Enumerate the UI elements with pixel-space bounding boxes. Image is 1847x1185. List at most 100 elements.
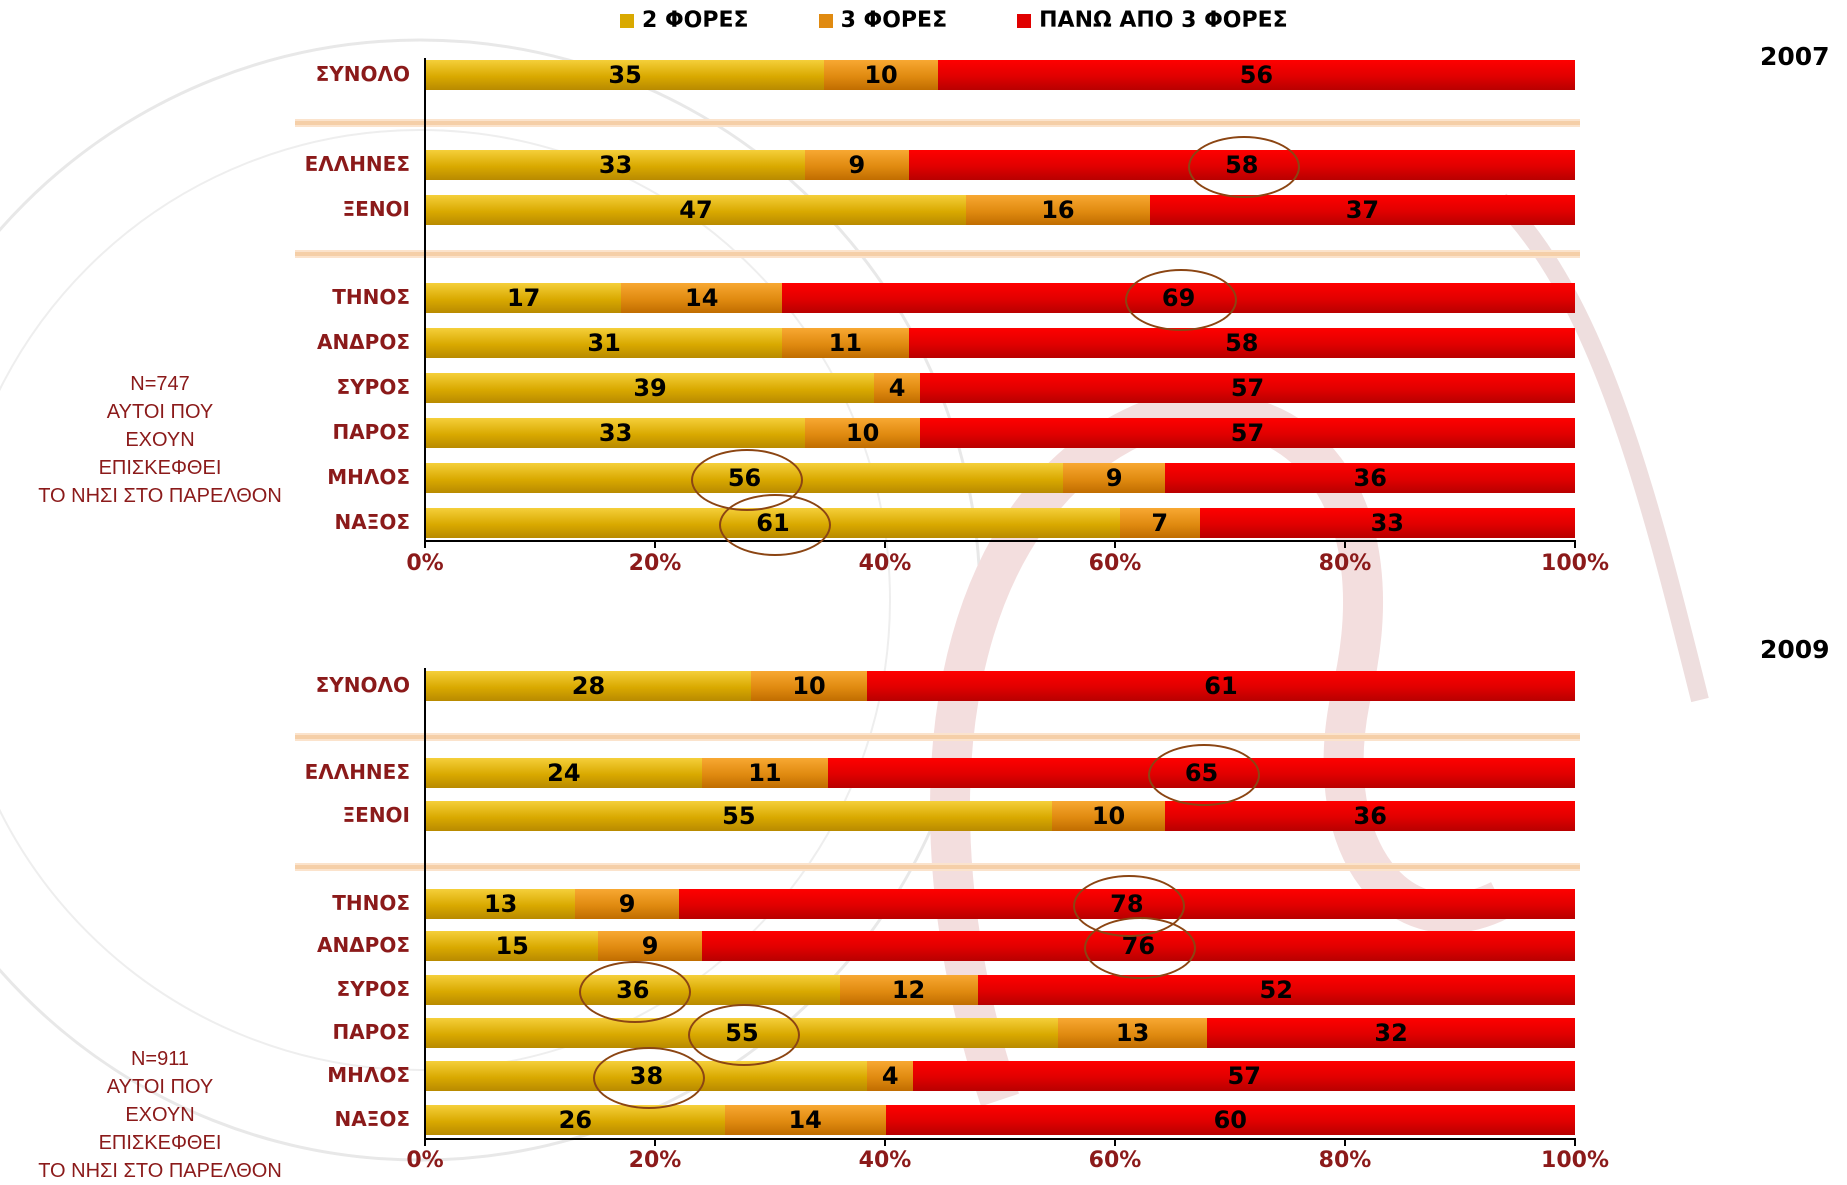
bar-segment: 15 — [426, 931, 599, 961]
bar-value-label: 57 — [1227, 1062, 1261, 1090]
bar-value-label: 9 — [641, 932, 659, 960]
y-axis-line — [424, 668, 426, 1138]
bar-segment: 13 — [1057, 1018, 1208, 1048]
x-tick — [1574, 1138, 1576, 1146]
x-tick — [1344, 540, 1346, 548]
x-tick-label: 0% — [406, 551, 444, 576]
bar-value-label: 65 — [1184, 759, 1219, 787]
legend-item-2-times: 2 ΦΟΡΕΣ — [620, 8, 749, 33]
bar-segment: 9 — [805, 150, 909, 180]
bar-segment: 28 — [426, 671, 751, 701]
bar-segment: 57 — [920, 418, 1575, 448]
x-tick — [884, 1138, 886, 1146]
x-tick — [884, 540, 886, 548]
bar-value-label: 13 — [483, 890, 518, 918]
bar-segment: 4 — [867, 1061, 914, 1091]
category-label: ΝΑΞΟΣ — [334, 1107, 410, 1131]
bar-segment: 10 — [750, 671, 868, 701]
category-label: ΕΛΛΗΝΕΣ — [304, 760, 410, 784]
stacked-bar: 24 11 65 — [426, 758, 1575, 788]
bar-segment: 10 — [1051, 801, 1166, 831]
stacked-bar: 56 9 36 — [426, 463, 1575, 493]
bar-segment: 12 — [839, 975, 978, 1005]
sample-note-line: ΤΟ ΝΗΣΙ ΣΤΟ ΠΑΡΕΛΘΟΝ — [38, 1160, 282, 1182]
bar-segment: 60 — [885, 1105, 1575, 1135]
stacked-bar: 35 10 56 — [426, 60, 1575, 90]
category-label: ΣΥΡΟΣ — [336, 375, 410, 399]
legend-item-3-times: 3 ΦΟΡΕΣ — [818, 8, 947, 33]
bar-value-label: 55 — [722, 802, 756, 830]
category-label: ΝΑΞΟΣ — [334, 510, 410, 534]
bar-value-label: 39 — [633, 374, 667, 402]
x-tick — [424, 1138, 426, 1146]
sample-note-line: ΤΟ ΝΗΣΙ ΣΤΟ ΠΑΡΕΛΘΟΝ — [38, 485, 282, 507]
bar-segment: 16 — [966, 195, 1150, 225]
sample-note: N=911 ΑΥΤΟΙ ΠΟΥ ΕΧΟΥΝ ΕΠΙΣΚΕΦΘΕΙ ΤΟ ΝΗΣΙ ΣΤΟ… — [10, 1045, 310, 1185]
bar-segment: 36 — [1165, 801, 1575, 831]
stacked-bar: 61 7 33 — [426, 508, 1575, 538]
bar-value-label: 36 — [1353, 464, 1387, 492]
bar-segment: 37 — [1149, 195, 1575, 225]
stacked-bar: 17 14 69 — [426, 283, 1575, 313]
bar-segment: 33 — [426, 418, 806, 448]
bar-value-label: 10 — [1091, 802, 1126, 830]
bar-value-label: 9 — [618, 890, 636, 918]
category-label: ΜΗΛΟΣ — [327, 465, 410, 489]
bar-value-label: 37 — [1345, 196, 1380, 224]
bar-value-label: 14 — [788, 1106, 822, 1134]
bar-value-label: 69 — [1161, 284, 1196, 312]
bar-value-label: 60 — [1213, 1106, 1247, 1134]
x-tick-label: 80% — [1318, 1148, 1372, 1173]
category-label: ΕΛΛΗΝΕΣ — [304, 152, 410, 176]
bar-value-label: 33 — [598, 419, 633, 447]
category-label: ΣΥΝΟΛΟ — [315, 673, 410, 697]
bar-segment: 55 — [426, 1018, 1058, 1048]
x-tick-label: 80% — [1318, 551, 1372, 576]
group-separator — [295, 733, 1580, 741]
bar-value-label: 58 — [1225, 151, 1259, 179]
category-label: ΣΥΡΟΣ — [336, 977, 410, 1001]
bar-value-label: 10 — [864, 61, 898, 89]
legend-label-2-times: 2 ΦΟΡΕΣ — [642, 8, 749, 33]
bar-value-label: 13 — [1115, 1019, 1150, 1047]
bar-value-label: 32 — [1374, 1019, 1408, 1047]
bar-segment: 9 — [598, 931, 702, 961]
bar-value-label: 10 — [845, 419, 880, 447]
category-label: ΣΥΝΟΛΟ — [315, 62, 410, 86]
bar-value-label: 57 — [1230, 374, 1265, 402]
bar-value-label: 78 — [1110, 890, 1144, 918]
bar-value-label: 4 — [888, 374, 906, 402]
bar-value-label: 36 — [616, 976, 650, 1004]
stacked-bar: 55 13 32 — [426, 1018, 1575, 1048]
category-label: ΤΗΝΟΣ — [332, 285, 410, 309]
bar-value-label: 56 — [727, 464, 762, 492]
group-separator — [295, 250, 1580, 258]
category-label: ΠΑΡΟΣ — [332, 420, 410, 444]
stacked-bar: 26 14 60 — [426, 1105, 1575, 1135]
chart-2007: 2007 N=747 ΑΥΤΟΙ ΠΟΥ ΕΧΟΥΝ ΕΠΙΣΚΕΦΘΕΙ ΤΟ ΝΗΣΙ… — [0, 0, 1847, 576]
stacked-bar: 36 12 52 — [426, 975, 1575, 1005]
bar-segment: 33 — [426, 150, 806, 180]
bar-segment: 33 — [1199, 508, 1575, 538]
bar-value-label: 56 — [1239, 61, 1274, 89]
bar-value-label: 55 — [725, 1019, 759, 1047]
bar-segment: 39 — [426, 373, 875, 403]
bar-segment: 56 — [937, 60, 1575, 90]
bar-value-label: 24 — [547, 759, 581, 787]
bar-value-label: 57 — [1230, 419, 1265, 447]
sample-note-line: ΑΥΤΟΙ ΠΟΥ — [106, 401, 214, 423]
legend-label-over-3-times: ΠΑΝΩ ΑΠΟ 3 ΦΟΡΕΣ — [1039, 8, 1288, 33]
bar-segment: 14 — [621, 283, 783, 313]
bar-segment: 76 — [701, 931, 1575, 961]
bar-value-label: 17 — [506, 284, 541, 312]
bar-segment: 13 — [426, 889, 576, 919]
stacked-bar: 55 10 36 — [426, 801, 1575, 831]
x-tick-label: 40% — [858, 1148, 912, 1173]
bar-value-label: 76 — [1121, 932, 1156, 960]
chart-year-title: 2007 — [1760, 42, 1830, 71]
bar-value-label: 38 — [629, 1062, 664, 1090]
bar-segment: 35 — [426, 60, 825, 90]
legend-item-over-3-times: ΠΑΝΩ ΑΠΟ 3 ΦΟΡΕΣ — [1017, 8, 1288, 33]
bar-segment: 69 — [782, 283, 1575, 313]
bar-segment: 10 — [824, 60, 938, 90]
